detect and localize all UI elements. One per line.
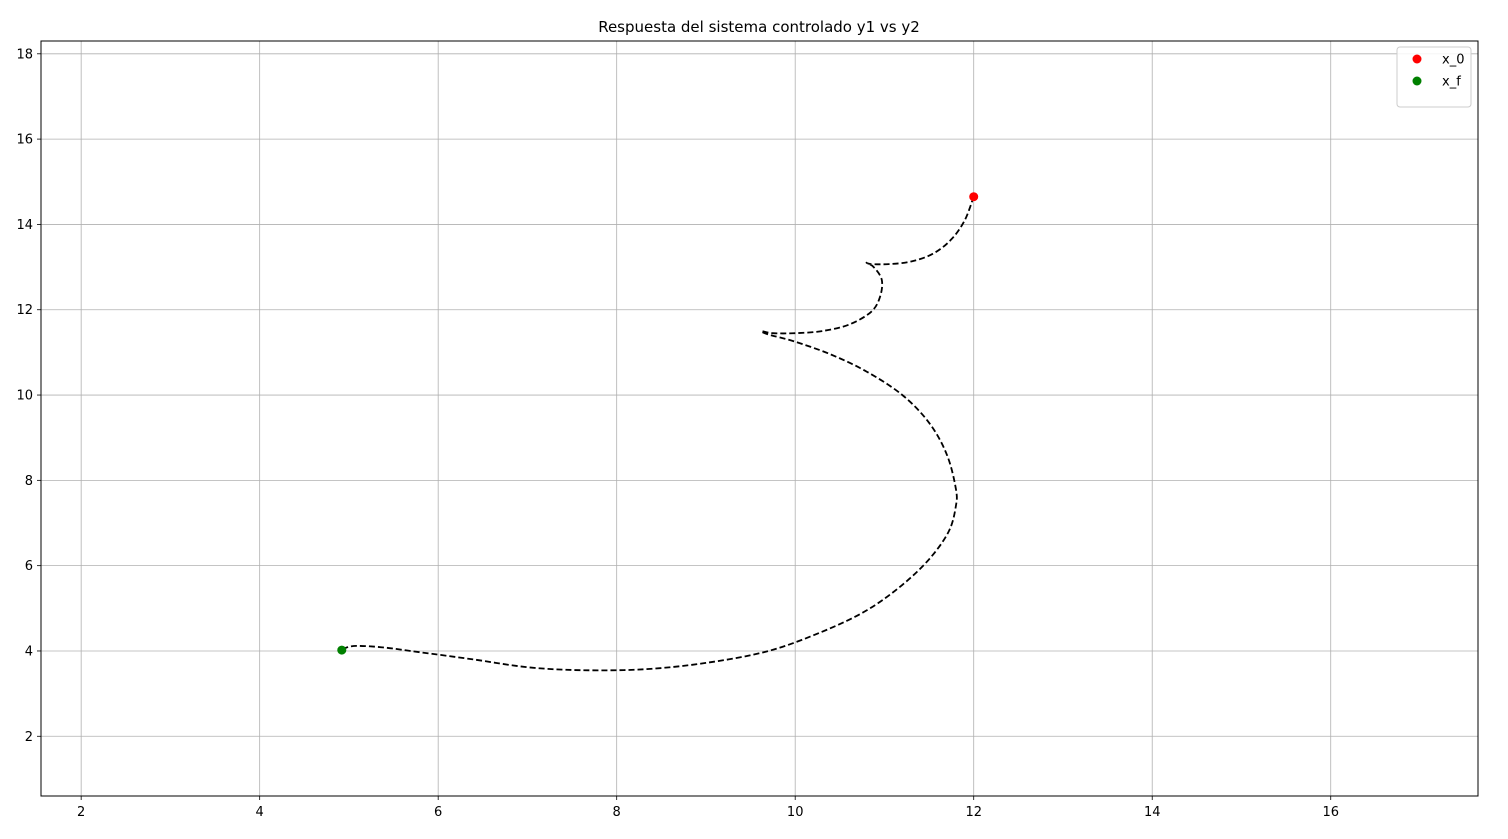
chart-title: Respuesta del sistema controlado y1 vs y… xyxy=(598,18,920,36)
x-tick-label: 4 xyxy=(256,805,264,820)
x-tick-label: 2 xyxy=(77,805,85,820)
x-tick-label: 16 xyxy=(1322,805,1339,820)
y-tick-label: 14 xyxy=(16,218,33,233)
x-tick-label: 14 xyxy=(1144,805,1161,820)
y-tick-label: 18 xyxy=(16,47,33,62)
legend-marker xyxy=(1412,54,1422,64)
legend-label: x_f xyxy=(1442,75,1461,90)
grid-lines xyxy=(41,41,1478,796)
legend: x_0 x_f xyxy=(1396,46,1472,108)
legend-marker xyxy=(1412,76,1422,86)
x-tick-label: 12 xyxy=(965,805,982,820)
y-tick-label: 16 xyxy=(16,133,33,148)
trajectory-line xyxy=(341,196,975,672)
x-axis: 2 4 6 8 10 12 14 16 xyxy=(77,796,1339,820)
y-tick-label: 4 xyxy=(25,644,33,659)
y-tick-label: 12 xyxy=(16,303,33,318)
marker-x-0 xyxy=(969,192,979,202)
y-tick-label: 8 xyxy=(25,474,33,489)
marker-x-f xyxy=(337,645,347,655)
y-tick-label: 6 xyxy=(25,559,33,574)
x-tick-label: 8 xyxy=(613,805,621,820)
y-axis: 2 4 6 8 10 12 14 16 18 xyxy=(16,47,41,745)
x-tick-label: 10 xyxy=(787,805,804,820)
series-layer xyxy=(341,196,975,672)
x-tick-label: 6 xyxy=(434,805,442,820)
y-tick-label: 10 xyxy=(16,389,33,404)
marker-layer xyxy=(337,192,979,655)
y-tick-label: 2 xyxy=(25,730,33,745)
legend-label: x_0 xyxy=(1442,53,1464,68)
plot-area-frame xyxy=(40,40,1479,797)
